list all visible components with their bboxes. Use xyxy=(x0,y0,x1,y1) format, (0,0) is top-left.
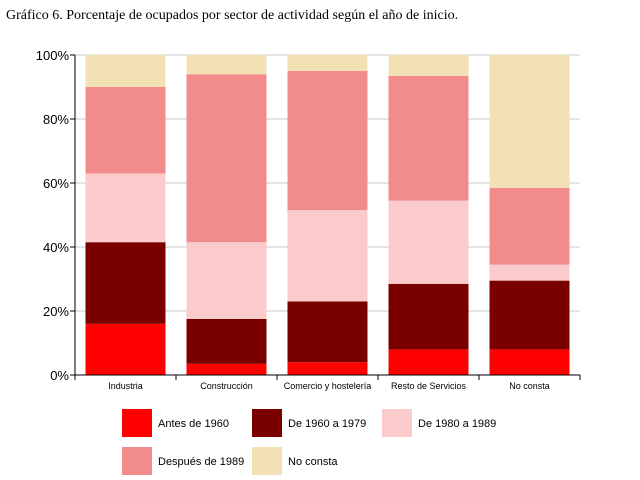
bar-resto-de-servicios-despues-de-1989 xyxy=(388,75,469,201)
bar-comercio-y-hosteleria-antes-de-1960 xyxy=(287,362,368,375)
legend-label: De 1980 a 1989 xyxy=(418,418,496,430)
x-tick-label: No consta xyxy=(509,381,550,391)
legend-swatch xyxy=(382,409,412,437)
legend-item-de-1980-a-1989: De 1980 a 1989 xyxy=(382,409,496,437)
legend-swatch xyxy=(252,447,282,475)
y-tick-label: 80% xyxy=(43,112,69,127)
x-tick-label: Industria xyxy=(108,381,143,391)
legend-label: Antes de 1960 xyxy=(158,418,229,430)
legend-swatch xyxy=(122,409,152,437)
bar-industria-antes-de-1960 xyxy=(85,323,166,375)
y-tick-label: 40% xyxy=(43,240,69,255)
legend-item-antes-de-1960: Antes de 1960 xyxy=(122,409,229,437)
bar-resto-de-servicios-no-consta xyxy=(388,55,469,76)
chart-title: Gráfico 6. Porcentaje de ocupados por se… xyxy=(6,8,459,23)
bar-comercio-y-hosteleria-de-1960-a-1979 xyxy=(287,301,368,363)
bar-resto-de-servicios-antes-de-1960 xyxy=(388,349,469,375)
x-tick-label: Resto de Servicios xyxy=(391,381,467,391)
bar-construccion-despues-de-1989 xyxy=(186,74,267,243)
bar-no-consta-antes-de-1960 xyxy=(489,349,570,375)
y-tick-label: 100% xyxy=(36,48,70,63)
y-tick-label: 0% xyxy=(50,368,69,383)
bar-construccion-antes-de-1960 xyxy=(186,363,267,375)
bar-construccion-de-1960-a-1979 xyxy=(186,319,267,364)
y-tick-label: 20% xyxy=(43,304,69,319)
bars xyxy=(85,55,570,375)
legend-item-no-consta: No consta xyxy=(252,447,338,475)
bar-industria-no-consta xyxy=(85,55,166,87)
bar-resto-de-servicios-de-1980-a-1989 xyxy=(388,200,469,284)
bar-no-consta-de-1960-a-1979 xyxy=(489,280,570,350)
legend-label: De 1960 a 1979 xyxy=(288,418,366,430)
legend: Antes de 1960 De 1960 a 1979 De 1980 a 198… xyxy=(122,409,496,475)
bar-resto-de-servicios-de-1960-a-1979 xyxy=(388,283,469,350)
legend-swatch xyxy=(252,409,282,437)
bar-no-consta-de-1980-a-1989 xyxy=(489,264,570,281)
bar-construccion-de-1980-a-1989 xyxy=(186,242,267,319)
bar-industria-de-1960-a-1979 xyxy=(85,242,166,324)
legend-label: Después de 1989 xyxy=(158,456,244,468)
x-tick-label: Construcción xyxy=(200,381,253,391)
bar-comercio-y-hosteleria-despues-de-1989 xyxy=(287,71,368,211)
legend-item-de-1960-a-1979: De 1960 a 1979 xyxy=(252,409,366,437)
bar-no-consta-despues-de-1989 xyxy=(489,187,570,265)
bar-comercio-y-hosteleria-no-consta xyxy=(287,55,368,71)
bar-comercio-y-hosteleria-de-1980-a-1989 xyxy=(287,210,368,302)
legend-item-despues-de-1989: Después de 1989 xyxy=(122,447,244,475)
x-tick-label: Comercio y hostelería xyxy=(284,381,372,391)
legend-label: No consta xyxy=(288,456,338,468)
x-tick-labels: Industria Construcción Comercio y hosteler… xyxy=(108,381,550,391)
legend-swatch xyxy=(122,447,152,475)
bar-no-consta-no-consta xyxy=(489,55,570,188)
bar-industria-despues-de-1989 xyxy=(85,87,166,174)
y-tick-labels: 0% 20% 40% 60% 80% 100% xyxy=(36,48,70,383)
axes xyxy=(70,54,581,380)
y-tick-label: 60% xyxy=(43,176,69,191)
bar-construccion-no-consta xyxy=(186,55,267,75)
bar-industria-de-1980-a-1989 xyxy=(85,173,166,243)
